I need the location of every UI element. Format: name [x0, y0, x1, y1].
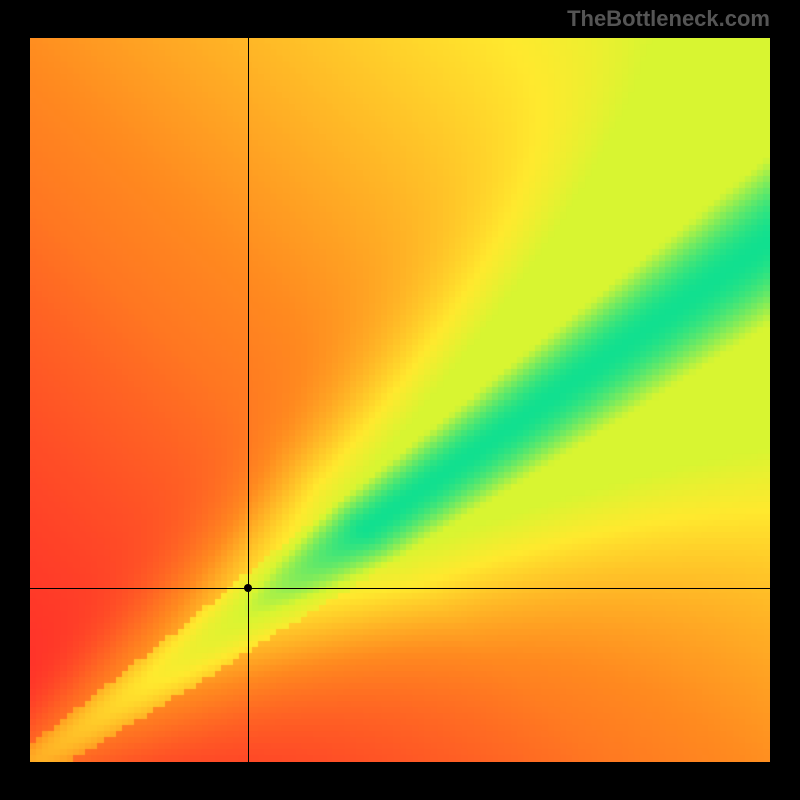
crosshair-dot	[244, 584, 252, 592]
bottleneck-heatmap	[30, 38, 770, 762]
root-container: TheBottleneck.com	[0, 0, 800, 800]
crosshair-vertical-line	[248, 38, 249, 762]
crosshair-horizontal-line	[30, 588, 770, 589]
attribution-text: TheBottleneck.com	[567, 6, 770, 32]
